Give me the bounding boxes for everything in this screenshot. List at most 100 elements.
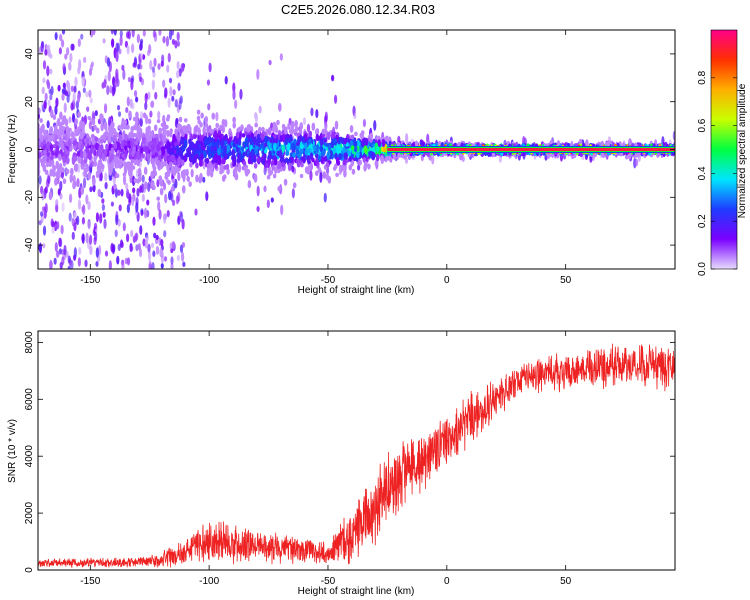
spectrogram-cell [129, 170, 133, 179]
spectrogram-cell [323, 138, 328, 143]
spectrogram-cell [131, 30, 135, 38]
spectrogram-cell [127, 30, 131, 40]
spectrogram-cell [67, 138, 72, 148]
spectrogram-y-ticks: -40 -20 0 20 40 [24, 48, 675, 252]
spectrogram-cell [122, 69, 126, 80]
spectrogram-cell [331, 131, 335, 140]
spectrogram-cell [42, 163, 47, 172]
spectrogram-cell [294, 126, 299, 132]
spectrogram-cell [153, 124, 158, 132]
spectrogram-cell [213, 130, 218, 139]
spectrogram-cell [194, 208, 198, 216]
spectrogram-cell [172, 133, 176, 143]
spectrogram-cell [107, 70, 111, 82]
spectrogram-cell [65, 168, 70, 175]
spectrogram-cell [179, 149, 184, 155]
spectrogram-cell [208, 62, 212, 73]
spectrogram-cell [207, 103, 211, 111]
spectrogram-cell [80, 186, 85, 195]
spectrogram-cell [119, 239, 124, 248]
spectrogram-cell [127, 76, 132, 83]
spectrogram-cell [95, 247, 99, 258]
spectrogram-cell [81, 234, 85, 243]
spectrogram-cell [139, 52, 144, 61]
spectrogram-cell [206, 145, 211, 152]
spectrogram-cell [93, 236, 97, 246]
spectrogram-cell [68, 193, 73, 203]
spectrogram-cell [69, 52, 73, 63]
spectrogram-cell [317, 155, 322, 161]
snr-x-tick-label: 0 [444, 576, 450, 587]
spectrogram-cell [128, 131, 133, 137]
spectrogram-cell [110, 30, 114, 35]
spectrogram-cell [167, 147, 171, 155]
spectrogram-cell [131, 43, 135, 54]
spectrogram-cell [281, 124, 286, 129]
spectrogram-cell [72, 181, 76, 190]
colorbar-gradient [711, 30, 737, 269]
spectrogram-cell [147, 91, 151, 100]
spectrogram-cell [180, 251, 185, 263]
spectrogram-cell [116, 104, 121, 111]
spectrogram-cell [375, 153, 380, 162]
spectrogram-cell [49, 154, 54, 161]
spectrogram-cell [672, 130, 675, 141]
spectrogram-cell [181, 62, 185, 72]
spectrogram-cell [369, 132, 374, 140]
spectrogram-cell [117, 243, 121, 252]
spectrogram-cell [324, 121, 328, 131]
snr-panel: -150 -100 -50 0 50 0 2000 4000 6000 8000 Height … [7, 330, 676, 597]
spectrogram-cell [211, 112, 216, 120]
spectrogram-cell [247, 180, 252, 189]
spectrogram-cell [140, 77, 145, 86]
spectrogram-cell [291, 165, 295, 173]
spectrogram-cell [301, 136, 305, 143]
spectrogram-cell [120, 188, 124, 197]
spectrogram-cell [239, 88, 243, 100]
spectrogram-cell [85, 91, 89, 98]
spectrogram-cell [101, 203, 105, 211]
spectrogram-cell [126, 188, 130, 199]
spectrogram-y-label: Frequency (Hz) [7, 115, 18, 184]
spectrogram-cell [206, 126, 210, 134]
spectrogram-cell [77, 257, 81, 267]
spectrogram-cell [254, 122, 258, 128]
spectrogram-cell [110, 147, 115, 154]
spectrogram-cell [315, 109, 319, 119]
spectrogram-cell [221, 125, 226, 134]
spectrogram-cell [114, 79, 118, 88]
spectrogram-cell [136, 33, 140, 44]
spectrogram-cell [237, 126, 242, 132]
spectrogram-cell [323, 192, 327, 203]
spectrogram-cell [103, 149, 108, 156]
spectrogram-cell [200, 152, 204, 161]
spectrogram-cell [179, 138, 184, 145]
spectrogram-cell [276, 168, 281, 174]
spectrogram-cell [122, 172, 127, 177]
spectrogram-cell [172, 145, 176, 151]
spectrogram-cell [159, 248, 163, 258]
spectrogram-cell [177, 82, 181, 92]
spectrogram-cell [278, 102, 282, 112]
spectrogram-cell [131, 175, 136, 187]
spectrogram-cell [385, 135, 389, 142]
spectrogram-cell [163, 214, 167, 225]
spectrogram-cell [102, 211, 106, 218]
spectrogram-y-tick-label: 0 [24, 146, 35, 152]
spectrogram-cell [168, 77, 173, 84]
spectrogram-cell [91, 136, 96, 146]
spectrogram-cell [117, 218, 121, 227]
spectrogram-cell [58, 132, 62, 138]
spectrogram-cell [166, 209, 170, 218]
spectrogram-cell [121, 262, 125, 269]
spectrogram-cell [73, 247, 77, 259]
spectrogram-cell [606, 139, 611, 149]
spectrogram-cell [244, 140, 248, 146]
spectrogram-cell [102, 38, 106, 44]
spectrogram-cell [40, 185, 44, 195]
spectrogram-cell [206, 79, 211, 86]
spectrogram-cell [203, 138, 208, 147]
colorbar-label: Normalized spectral amplitude [737, 83, 748, 218]
spectrogram-cell [300, 143, 304, 150]
spectrogram-cell [264, 162, 269, 168]
